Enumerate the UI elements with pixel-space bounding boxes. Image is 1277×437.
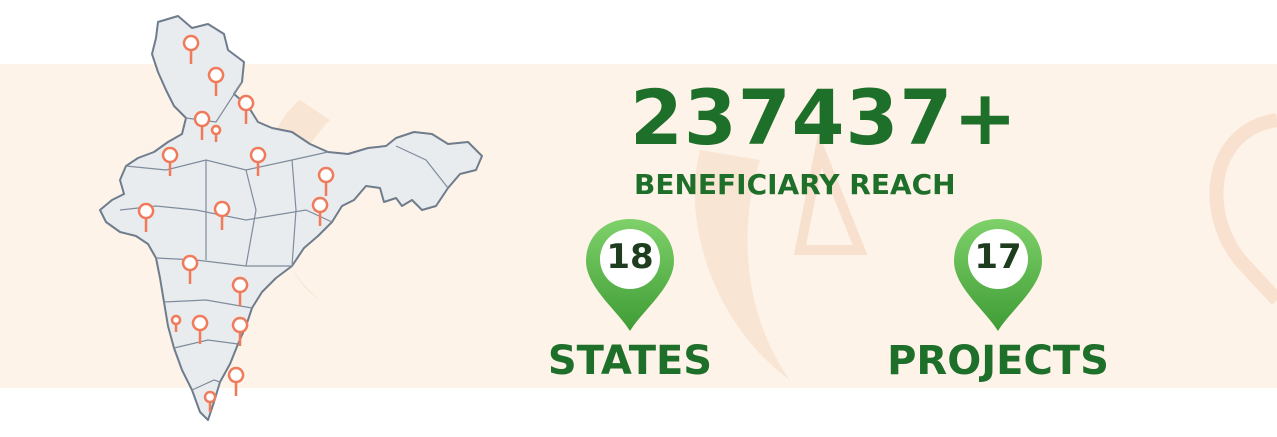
states-label: STATES [547, 338, 713, 384]
green-location-pin-icon [586, 219, 674, 331]
beneficiary-reach-value: 237437+ [630, 73, 1018, 162]
states-stat: 18 STATES [500, 215, 760, 385]
projects-stat: 17 PROJECTS [868, 215, 1128, 385]
green-location-pin-icon [954, 219, 1042, 331]
beneficiary-reach-label: BENEFICIARY REACH [634, 168, 956, 201]
projects-count: 17 [974, 237, 1022, 277]
projects-label: PROJECTS [887, 338, 1109, 384]
india-map-icon [99, 15, 483, 421]
states-count: 18 [606, 237, 654, 277]
